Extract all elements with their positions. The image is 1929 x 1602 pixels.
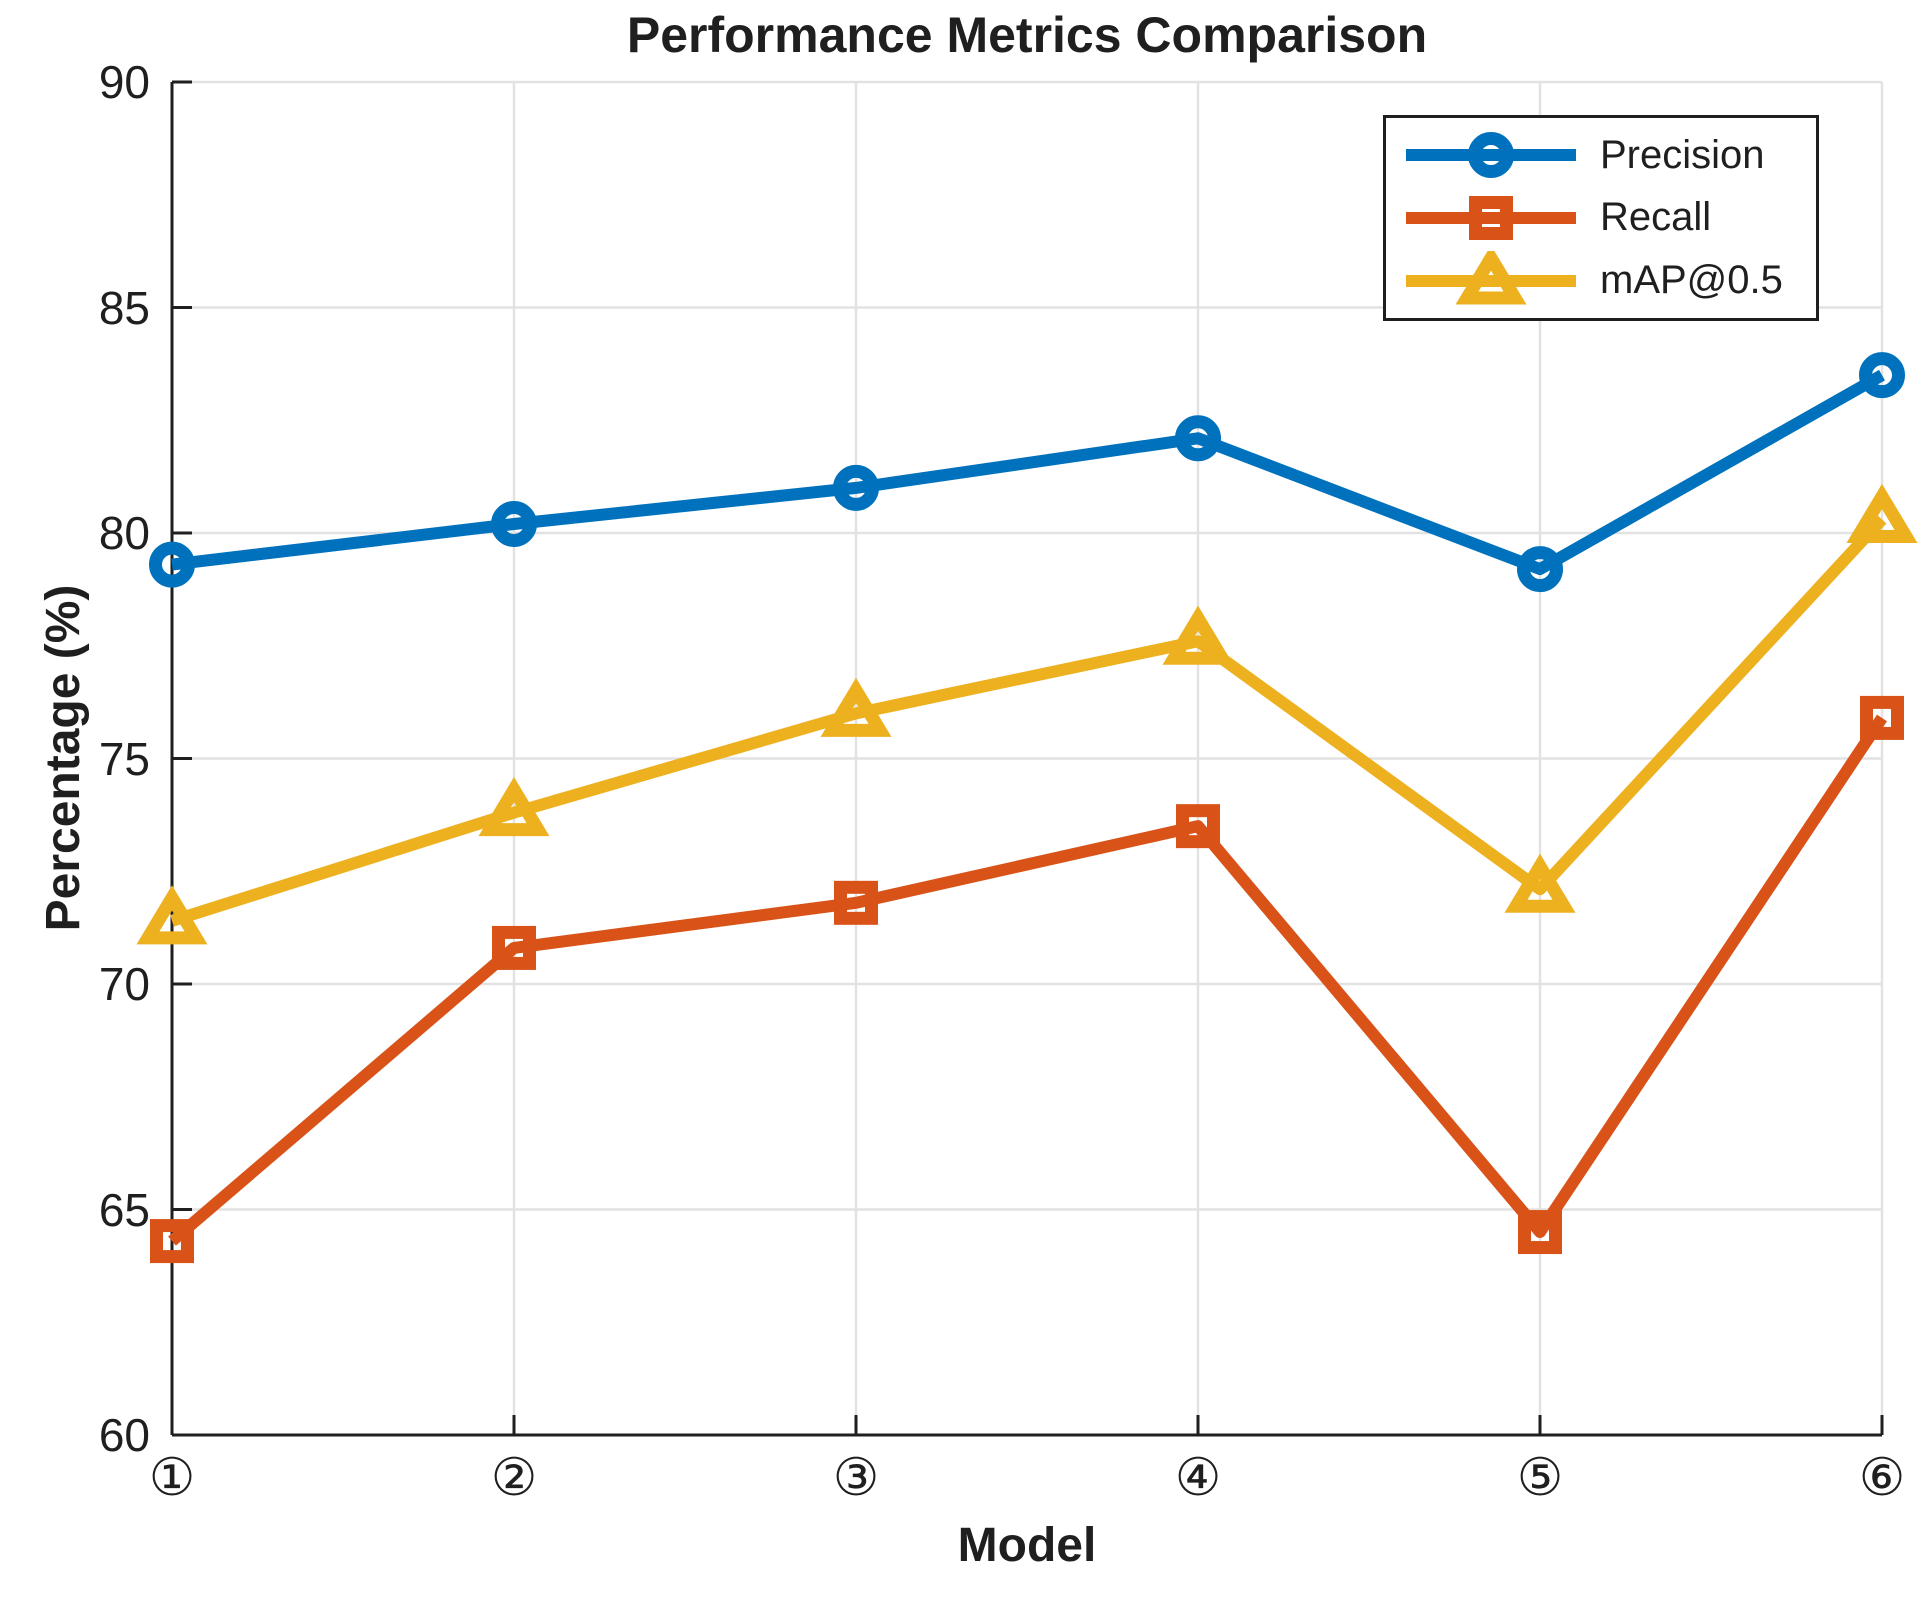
marker-circle xyxy=(833,464,879,511)
legend-entry-map-0-5: mAP@0.5 xyxy=(1404,250,1816,311)
x-tick-label: ⑥ xyxy=(1858,1449,1906,1507)
y-tick-label: 80 xyxy=(98,507,150,559)
legend-label: mAP@0.5 xyxy=(1600,258,1783,303)
legend-sample xyxy=(1406,195,1576,240)
marker-triangle xyxy=(820,677,892,737)
series-line-precision xyxy=(171,369,1885,576)
y-tick-label: 65 xyxy=(98,1183,150,1236)
marker-triangle xyxy=(478,776,550,837)
legend-entry-precision: Precision xyxy=(1404,125,1816,185)
y-tick-label: 70 xyxy=(98,958,150,1010)
y-tick-label: 85 xyxy=(98,281,150,334)
marker-square xyxy=(1176,804,1220,849)
marker-square xyxy=(1860,695,1904,740)
y-tick-label: 90 xyxy=(98,56,150,108)
y-tick-label: 75 xyxy=(98,732,150,785)
marker-square xyxy=(834,880,878,925)
x-tick-label: ⑤ xyxy=(1516,1449,1564,1507)
x-axis-label: Model xyxy=(957,1519,1097,1572)
legend-entry-recall: Recall xyxy=(1404,188,1816,248)
legend-sample xyxy=(1406,250,1576,305)
series-line-recall xyxy=(168,714,1887,1246)
marker-square xyxy=(150,1219,194,1264)
marker-circle xyxy=(149,541,195,588)
marker-square xyxy=(492,925,536,970)
x-tick-label: ① xyxy=(148,1449,196,1507)
marker-square xyxy=(1518,1210,1562,1255)
marker-triangle xyxy=(1162,605,1234,665)
marker-circle xyxy=(491,500,537,547)
series-line-map-0-5 xyxy=(170,515,1887,927)
chart-title: Performance Metrics Comparison xyxy=(626,7,1428,63)
legend-sample xyxy=(1406,132,1576,179)
marker-circle xyxy=(1468,132,1514,179)
legend-label: Recall xyxy=(1600,195,1712,240)
marker-triangle xyxy=(1504,853,1576,913)
marker-square xyxy=(1469,195,1513,240)
x-tick-label: ③ xyxy=(832,1449,880,1507)
legend: Precision Recall mAP@0.5 xyxy=(1383,115,1819,321)
x-tick-label: ② xyxy=(490,1449,538,1507)
marker-circle xyxy=(1175,415,1221,462)
marker-triangle xyxy=(1455,250,1527,305)
marker-circle xyxy=(1859,352,1905,399)
legend-label: Precision xyxy=(1600,132,1765,177)
y-tick-label: 60 xyxy=(98,1409,150,1461)
marker-triangle xyxy=(136,885,208,945)
x-tick-label: ④ xyxy=(1174,1449,1222,1507)
marker-triangle xyxy=(1846,483,1918,543)
marker-circle xyxy=(1517,546,1563,593)
